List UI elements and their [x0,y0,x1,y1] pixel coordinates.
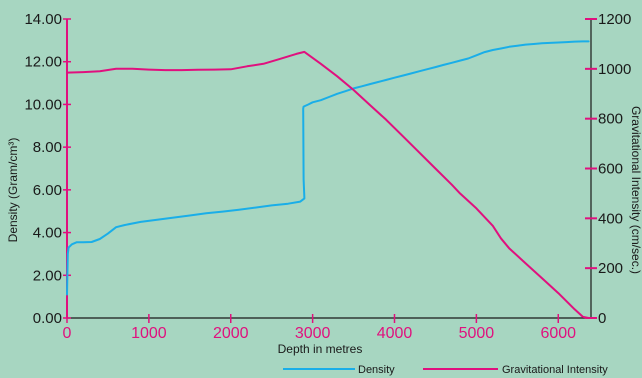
y-right-tick-label: 1200 [598,11,631,28]
legend-label-density: Density [358,364,395,376]
y-left-tick-label: 8.00 [33,139,62,156]
y-left-tick-label: 14.00 [24,11,62,28]
y-left-tick-label: 4.00 [33,225,62,242]
y-left-tick-label: 10.00 [24,96,62,113]
y-right-tick-label: 200 [598,260,623,277]
x-axis-label: Depth in metres [278,342,363,356]
y-right-tick-label: 800 [598,111,623,128]
y-right-tick-label: 400 [598,210,623,227]
x-tick-label: 6000 [540,325,576,342]
y-axis-left-label: Density (Gram/cm³) [6,138,20,243]
y-right-tick-label: 600 [598,161,623,178]
y-left-tick-label: 12.00 [24,54,62,71]
legend-label-gravitational-intensity: Gravitational Intensity [502,364,608,376]
x-tick-label: 0 [63,325,72,342]
x-tick-label: 4000 [377,325,413,342]
y-left-tick-label: 6.00 [33,182,62,199]
x-tick-label: 1000 [131,325,167,342]
x-tick-label: 5000 [459,325,495,342]
series-line-gravitational-intensity [66,50,590,319]
series-group [66,40,590,319]
y-axis-right-label: Gravitational Intensity (cm/sec.) [629,106,642,274]
y-left-tick-label: 0.00 [33,310,62,327]
y-right-tick-label: 1000 [598,61,631,78]
x-tick-label: 3000 [295,325,331,342]
series-line-density [66,40,590,296]
x-tick-label: 2000 [213,325,249,342]
legend: Density Gravitational Intensity [283,364,608,376]
y-right-tick-label: 0 [598,310,606,327]
axes-group: 0.00 2.00 4.00 6.00 8.00 10.00 12.00 14.00 0 200 4… [24,11,631,342]
y-left-tick-label: 2.00 [33,267,62,284]
